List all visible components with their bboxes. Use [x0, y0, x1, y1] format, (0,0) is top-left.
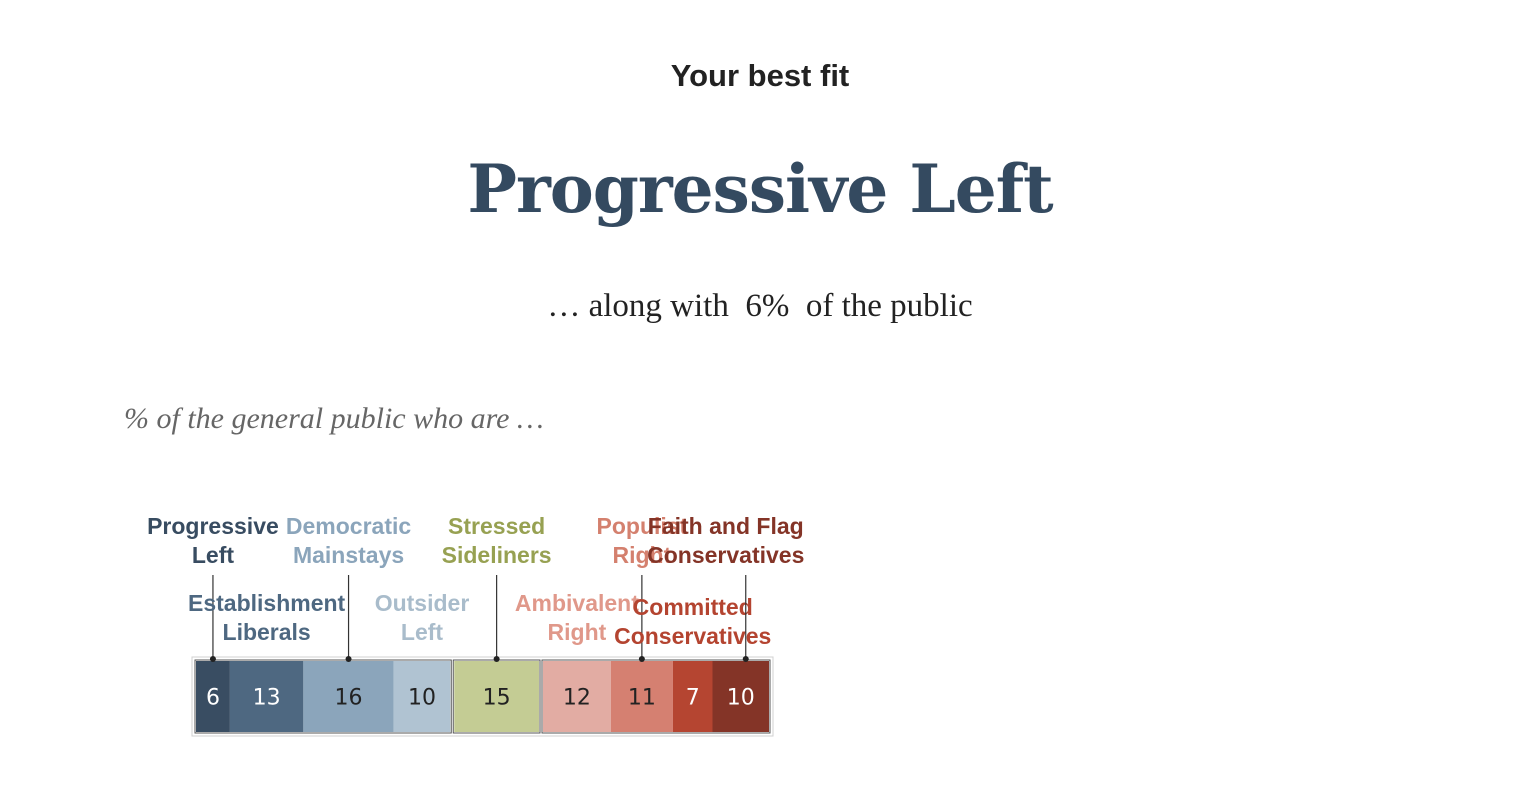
public-share-text: … along with 6% of the public	[0, 288, 1514, 325]
bar-value-label: 10	[727, 686, 755, 711]
label-leader-dot	[638, 656, 645, 662]
label-leader-dot	[742, 656, 749, 662]
bar-segment	[454, 661, 539, 732]
share-prefix: … along with	[547, 288, 738, 324]
bar-segment	[229, 661, 304, 732]
chart-caption: % of the general public who are …	[124, 402, 544, 435]
label-leader-dot	[345, 656, 352, 662]
bar-value-label: 6	[206, 686, 220, 711]
bar-group-outline	[194, 659, 452, 734]
bar-value-label: 15	[483, 686, 511, 711]
category-label: Faith and Flag Conservatives	[647, 513, 804, 568]
bar-segment	[712, 661, 769, 732]
bar-group-outline	[541, 659, 771, 734]
category-label: Outsider Left	[375, 590, 470, 645]
bar-segment	[543, 661, 611, 732]
bar-segment	[393, 661, 451, 732]
bar-value-label: 12	[563, 686, 591, 711]
bar-value-label: 16	[335, 686, 363, 711]
kicker-title: Your best fit	[670, 58, 850, 93]
bar-value-label: 7	[686, 686, 700, 711]
share-suffix: of the public	[797, 288, 973, 324]
bar-segment	[303, 661, 394, 732]
category-label: Progressive Left	[147, 513, 279, 568]
category-label: Populist Right	[597, 513, 688, 568]
category-label: Stressed Sideliners	[442, 513, 552, 568]
label-leader-dot	[209, 656, 216, 662]
bar-segment	[672, 661, 713, 732]
bar-value-label: 11	[628, 686, 656, 711]
bar-value-label: 13	[253, 686, 281, 711]
category-label: Ambivalent Right	[515, 590, 639, 645]
bar-segment	[196, 661, 230, 732]
category-label: Committed Conservatives	[614, 594, 771, 649]
category-label: Establishment Liberals	[188, 590, 346, 645]
bar-value-label: 10	[408, 686, 436, 711]
label-leader-dot	[493, 656, 500, 662]
result-title: Progressive Left	[467, 150, 1053, 228]
share-percentage: 6%	[737, 288, 798, 324]
bar-segment	[610, 661, 673, 732]
category-label: Democratic Mainstays	[286, 513, 411, 568]
